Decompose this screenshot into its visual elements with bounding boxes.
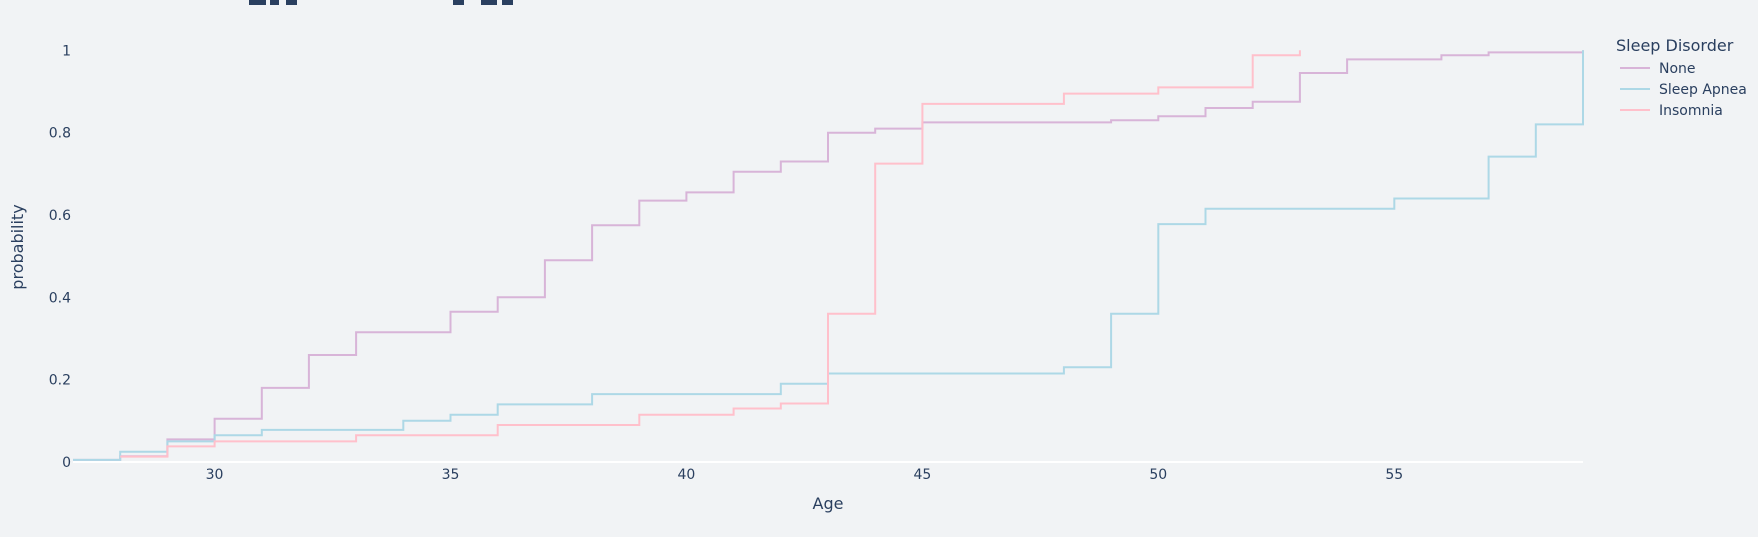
title-fragment-4: [453, 0, 464, 5]
y-tick-label: 0.8: [49, 126, 71, 142]
title-fragment-1: [249, 0, 266, 5]
y-tick-label: 0.6: [49, 208, 71, 224]
x-tick-label: 50: [1149, 467, 1167, 483]
plot-lines: [73, 50, 1584, 461]
title-fragment-2: [270, 0, 279, 5]
title-fragment-6: [502, 0, 513, 5]
series-line-sleep-apnea: [73, 50, 1584, 461]
x-tick-label: 40: [678, 467, 696, 483]
legend-title: Sleep Disorder: [1616, 36, 1734, 55]
x-tick-label: 45: [913, 467, 931, 483]
x-tick-label: 30: [206, 467, 224, 483]
title-fragment-3: [286, 0, 297, 5]
y-tick-label: 0.2: [49, 373, 71, 389]
series-line-none: [73, 50, 1584, 461]
y-axis-ticks: 0 0.2 0.4 0.6 0.8 1: [49, 43, 71, 471]
x-axis-title: Age: [813, 494, 844, 513]
legend-label-sleep-apnea: Sleep Apnea: [1659, 82, 1747, 98]
legend-label-none: None: [1659, 61, 1696, 77]
y-tick-label: 1: [62, 43, 71, 59]
legend: Sleep Disorder None Sleep Apnea Insomnia: [1616, 36, 1747, 119]
series-line-insomnia: [120, 50, 1301, 458]
y-tick-label: 0: [62, 455, 71, 471]
title-fragment-5: [481, 0, 497, 5]
x-tick-label: 35: [442, 467, 460, 483]
x-axis-ticks: 30 35 40 45 50 55: [206, 467, 1404, 483]
x-tick-label: 55: [1385, 467, 1403, 483]
y-axis-title: probability: [8, 204, 27, 289]
cropped-title: [249, 0, 513, 5]
y-tick-label: 0.4: [49, 290, 71, 306]
legend-label-insomnia: Insomnia: [1659, 103, 1723, 119]
